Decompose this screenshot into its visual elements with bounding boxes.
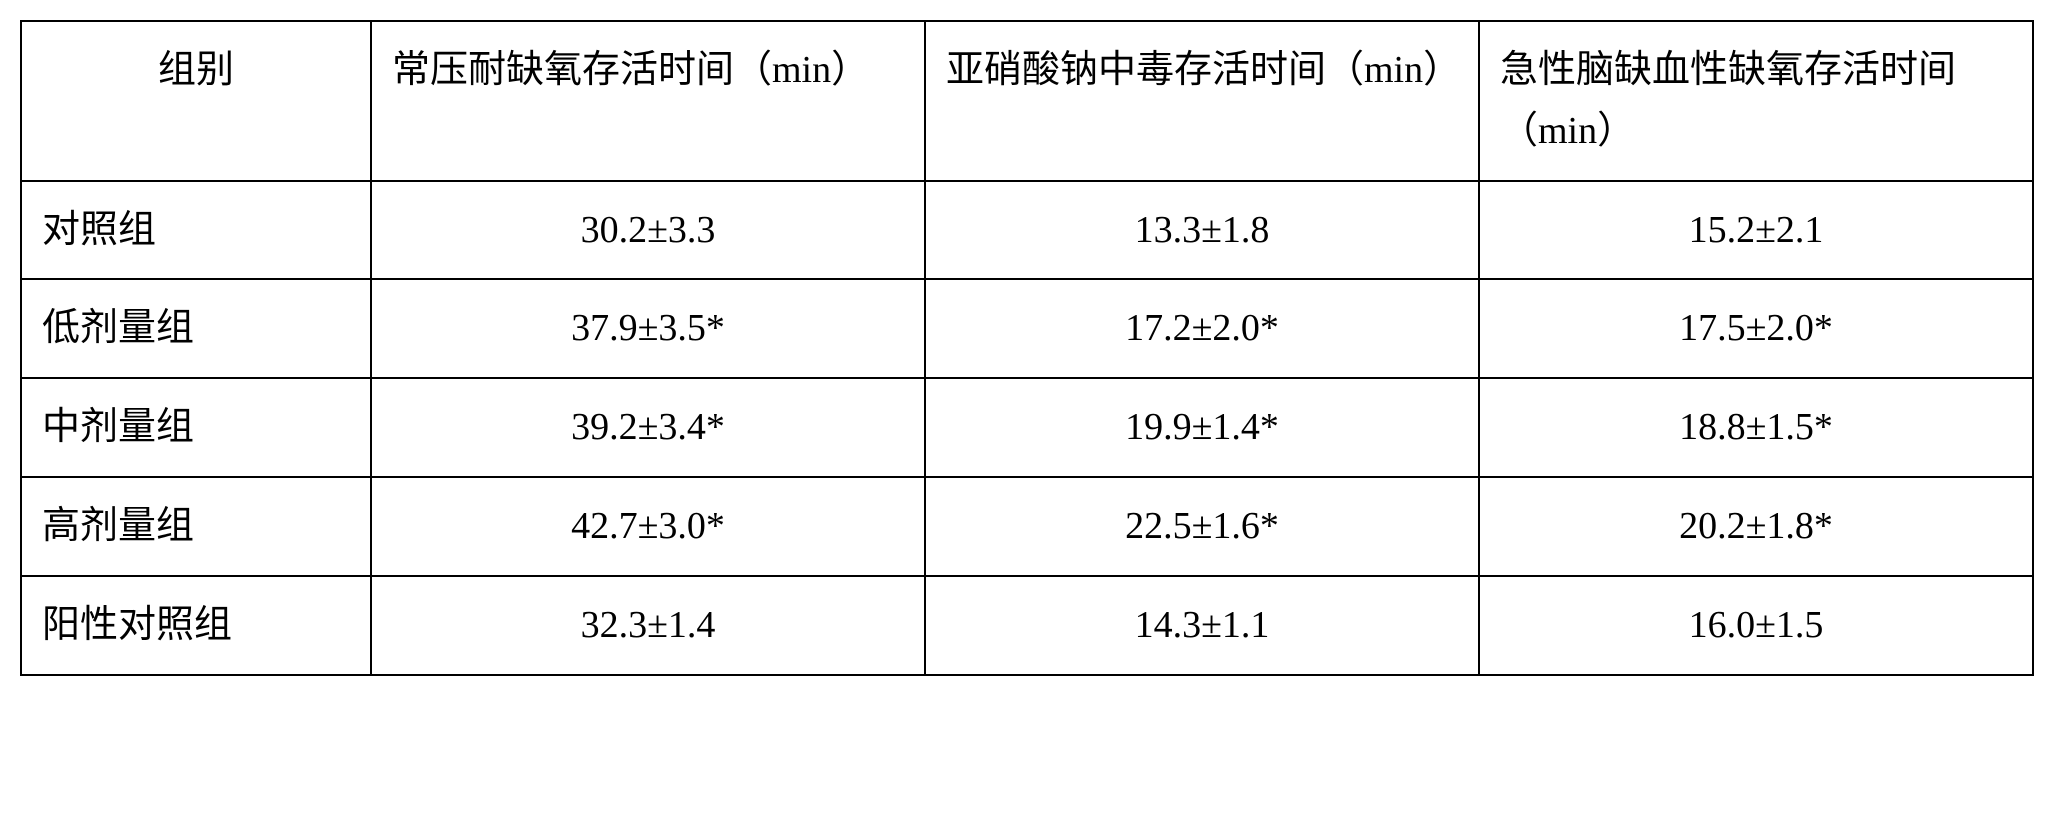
data-cell: 15.2±2.1 [1479,181,2033,280]
row-label: 对照组 [21,181,371,280]
table-row: 阳性对照组 32.3±1.4 14.3±1.1 16.0±1.5 [21,576,2033,675]
data-cell: 37.9±3.5* [371,279,925,378]
table-row: 高剂量组 42.7±3.0* 22.5±1.6* 20.2±1.8* [21,477,2033,576]
data-cell: 18.8±1.5* [1479,378,2033,477]
table-row: 中剂量组 39.2±3.4* 19.9±1.4* 18.8±1.5* [21,378,2033,477]
header-col2: 亚硝酸钠中毒存活时间（min） [925,21,1479,181]
data-cell: 22.5±1.6* [925,477,1479,576]
data-cell: 32.3±1.4 [371,576,925,675]
data-cell: 42.7±3.0* [371,477,925,576]
table-header-row: 组别 常压耐缺氧存活时间（min） 亚硝酸钠中毒存活时间（min） 急性脑缺血性… [21,21,2033,181]
table-row: 低剂量组 37.9±3.5* 17.2±2.0* 17.5±2.0* [21,279,2033,378]
row-label: 阳性对照组 [21,576,371,675]
data-cell: 14.3±1.1 [925,576,1479,675]
data-cell: 13.3±1.8 [925,181,1479,280]
header-col3: 急性脑缺血性缺氧存活时间（min） [1479,21,2033,181]
header-col1: 常压耐缺氧存活时间（min） [371,21,925,181]
header-group: 组别 [21,21,371,181]
data-cell: 17.5±2.0* [1479,279,2033,378]
data-cell: 17.2±2.0* [925,279,1479,378]
data-cell: 20.2±1.8* [1479,477,2033,576]
data-cell: 19.9±1.4* [925,378,1479,477]
row-label: 高剂量组 [21,477,371,576]
data-table: 组别 常压耐缺氧存活时间（min） 亚硝酸钠中毒存活时间（min） 急性脑缺血性… [20,20,2034,676]
table-row: 对照组 30.2±3.3 13.3±1.8 15.2±2.1 [21,181,2033,280]
data-cell: 16.0±1.5 [1479,576,2033,675]
row-label: 中剂量组 [21,378,371,477]
data-cell: 30.2±3.3 [371,181,925,280]
data-cell: 39.2±3.4* [371,378,925,477]
row-label: 低剂量组 [21,279,371,378]
